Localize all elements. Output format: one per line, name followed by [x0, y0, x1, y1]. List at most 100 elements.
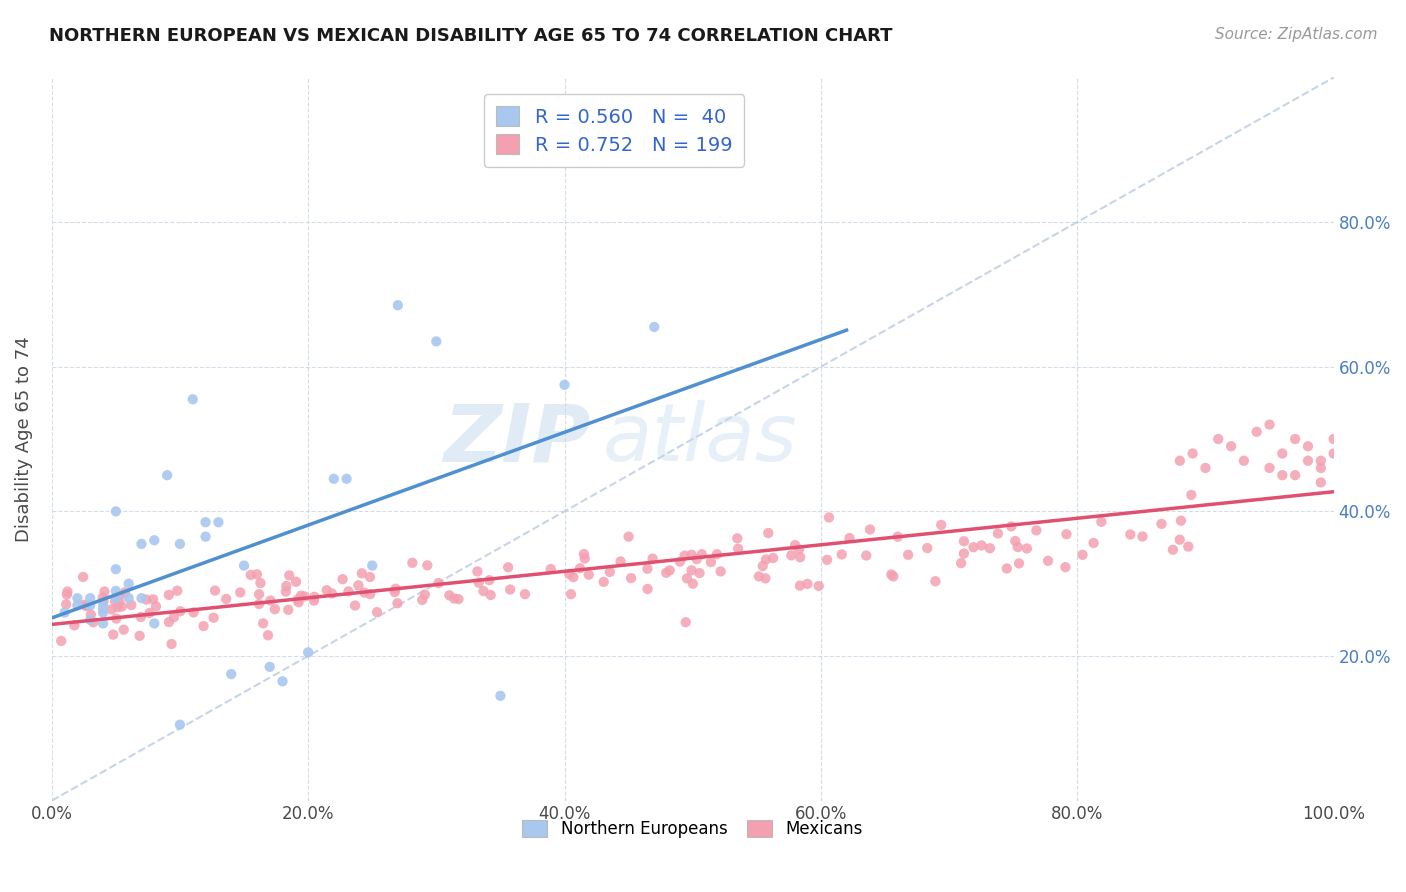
- Point: [478, 573, 501, 587]
- Point: [748, 569, 770, 583]
- Point: [655, 566, 678, 580]
- Point: [787, 542, 810, 557]
- Point: [962, 540, 984, 554]
- Point: [979, 541, 1001, 556]
- Point: [75, 599, 97, 613]
- Point: [1309, 461, 1331, 475]
- Point: [681, 548, 703, 562]
- Point: [93, 594, 115, 608]
- Point: [427, 576, 450, 591]
- Point: [617, 530, 640, 544]
- Point: [114, 585, 136, 599]
- Point: [366, 605, 388, 619]
- Text: atlas: atlas: [603, 400, 797, 478]
- Point: [1025, 524, 1047, 538]
- Point: [1056, 527, 1078, 541]
- Point: [315, 583, 337, 598]
- Point: [104, 594, 127, 608]
- Point: [1271, 468, 1294, 483]
- Point: [609, 555, 631, 569]
- Point: [135, 592, 157, 607]
- Point: [751, 559, 773, 574]
- Point: [425, 334, 447, 349]
- Point: [138, 606, 160, 620]
- Point: [169, 537, 191, 551]
- Point: [676, 571, 699, 585]
- Point: [103, 627, 125, 641]
- Point: [1220, 439, 1243, 453]
- Point: [818, 510, 841, 524]
- Point: [72, 570, 94, 584]
- Point: [107, 600, 129, 615]
- Point: [350, 566, 373, 581]
- Point: [63, 618, 86, 632]
- Point: [302, 593, 325, 607]
- Point: [353, 585, 375, 599]
- Text: ZIP: ZIP: [443, 400, 591, 478]
- Point: [336, 472, 359, 486]
- Point: [489, 689, 512, 703]
- Point: [467, 565, 489, 579]
- Point: [562, 570, 585, 584]
- Point: [780, 549, 803, 563]
- Point: [637, 582, 659, 596]
- Point: [259, 593, 281, 607]
- Point: [669, 555, 692, 569]
- Point: [105, 611, 128, 625]
- Point: [384, 585, 406, 599]
- Point: [756, 526, 779, 541]
- Point: [359, 570, 381, 584]
- Point: [643, 320, 665, 334]
- Point: [1233, 454, 1256, 468]
- Point: [496, 560, 519, 574]
- Point: [540, 562, 562, 576]
- Point: [79, 599, 101, 613]
- Point: [513, 587, 536, 601]
- Point: [953, 534, 976, 549]
- Point: [104, 562, 127, 576]
- Point: [727, 541, 749, 556]
- Point: [796, 577, 818, 591]
- Point: [131, 591, 153, 606]
- Point: [387, 596, 409, 610]
- Point: [886, 530, 908, 544]
- Point: [247, 597, 270, 611]
- Point: [690, 547, 713, 561]
- Point: [1150, 516, 1173, 531]
- Point: [1180, 488, 1202, 502]
- Point: [468, 575, 491, 590]
- Point: [128, 629, 150, 643]
- Point: [285, 574, 308, 589]
- Point: [1246, 425, 1268, 439]
- Point: [157, 615, 180, 629]
- Point: [953, 547, 976, 561]
- Point: [194, 530, 217, 544]
- Point: [689, 566, 711, 580]
- Point: [104, 504, 127, 518]
- Y-axis label: Disability Age 65 to 74: Disability Age 65 to 74: [15, 336, 32, 542]
- Point: [344, 599, 367, 613]
- Point: [55, 598, 77, 612]
- Point: [181, 392, 204, 407]
- Point: [725, 532, 748, 546]
- Point: [1309, 454, 1331, 468]
- Point: [229, 585, 252, 599]
- Point: [882, 569, 904, 583]
- Point: [219, 667, 242, 681]
- Point: [91, 599, 114, 613]
- Point: [246, 567, 269, 582]
- Point: [297, 645, 319, 659]
- Point: [479, 588, 502, 602]
- Point: [572, 547, 595, 561]
- Point: [897, 548, 920, 562]
- Point: [207, 515, 229, 529]
- Point: [673, 549, 696, 563]
- Point: [91, 591, 114, 605]
- Point: [1309, 475, 1331, 490]
- Text: NORTHERN EUROPEAN VS MEXICAN DISABILITY AGE 65 TO 74 CORRELATION CHART: NORTHERN EUROPEAN VS MEXICAN DISABILITY …: [49, 27, 893, 45]
- Point: [287, 595, 309, 609]
- Point: [104, 583, 127, 598]
- Point: [401, 556, 423, 570]
- Point: [259, 660, 281, 674]
- Point: [233, 558, 256, 573]
